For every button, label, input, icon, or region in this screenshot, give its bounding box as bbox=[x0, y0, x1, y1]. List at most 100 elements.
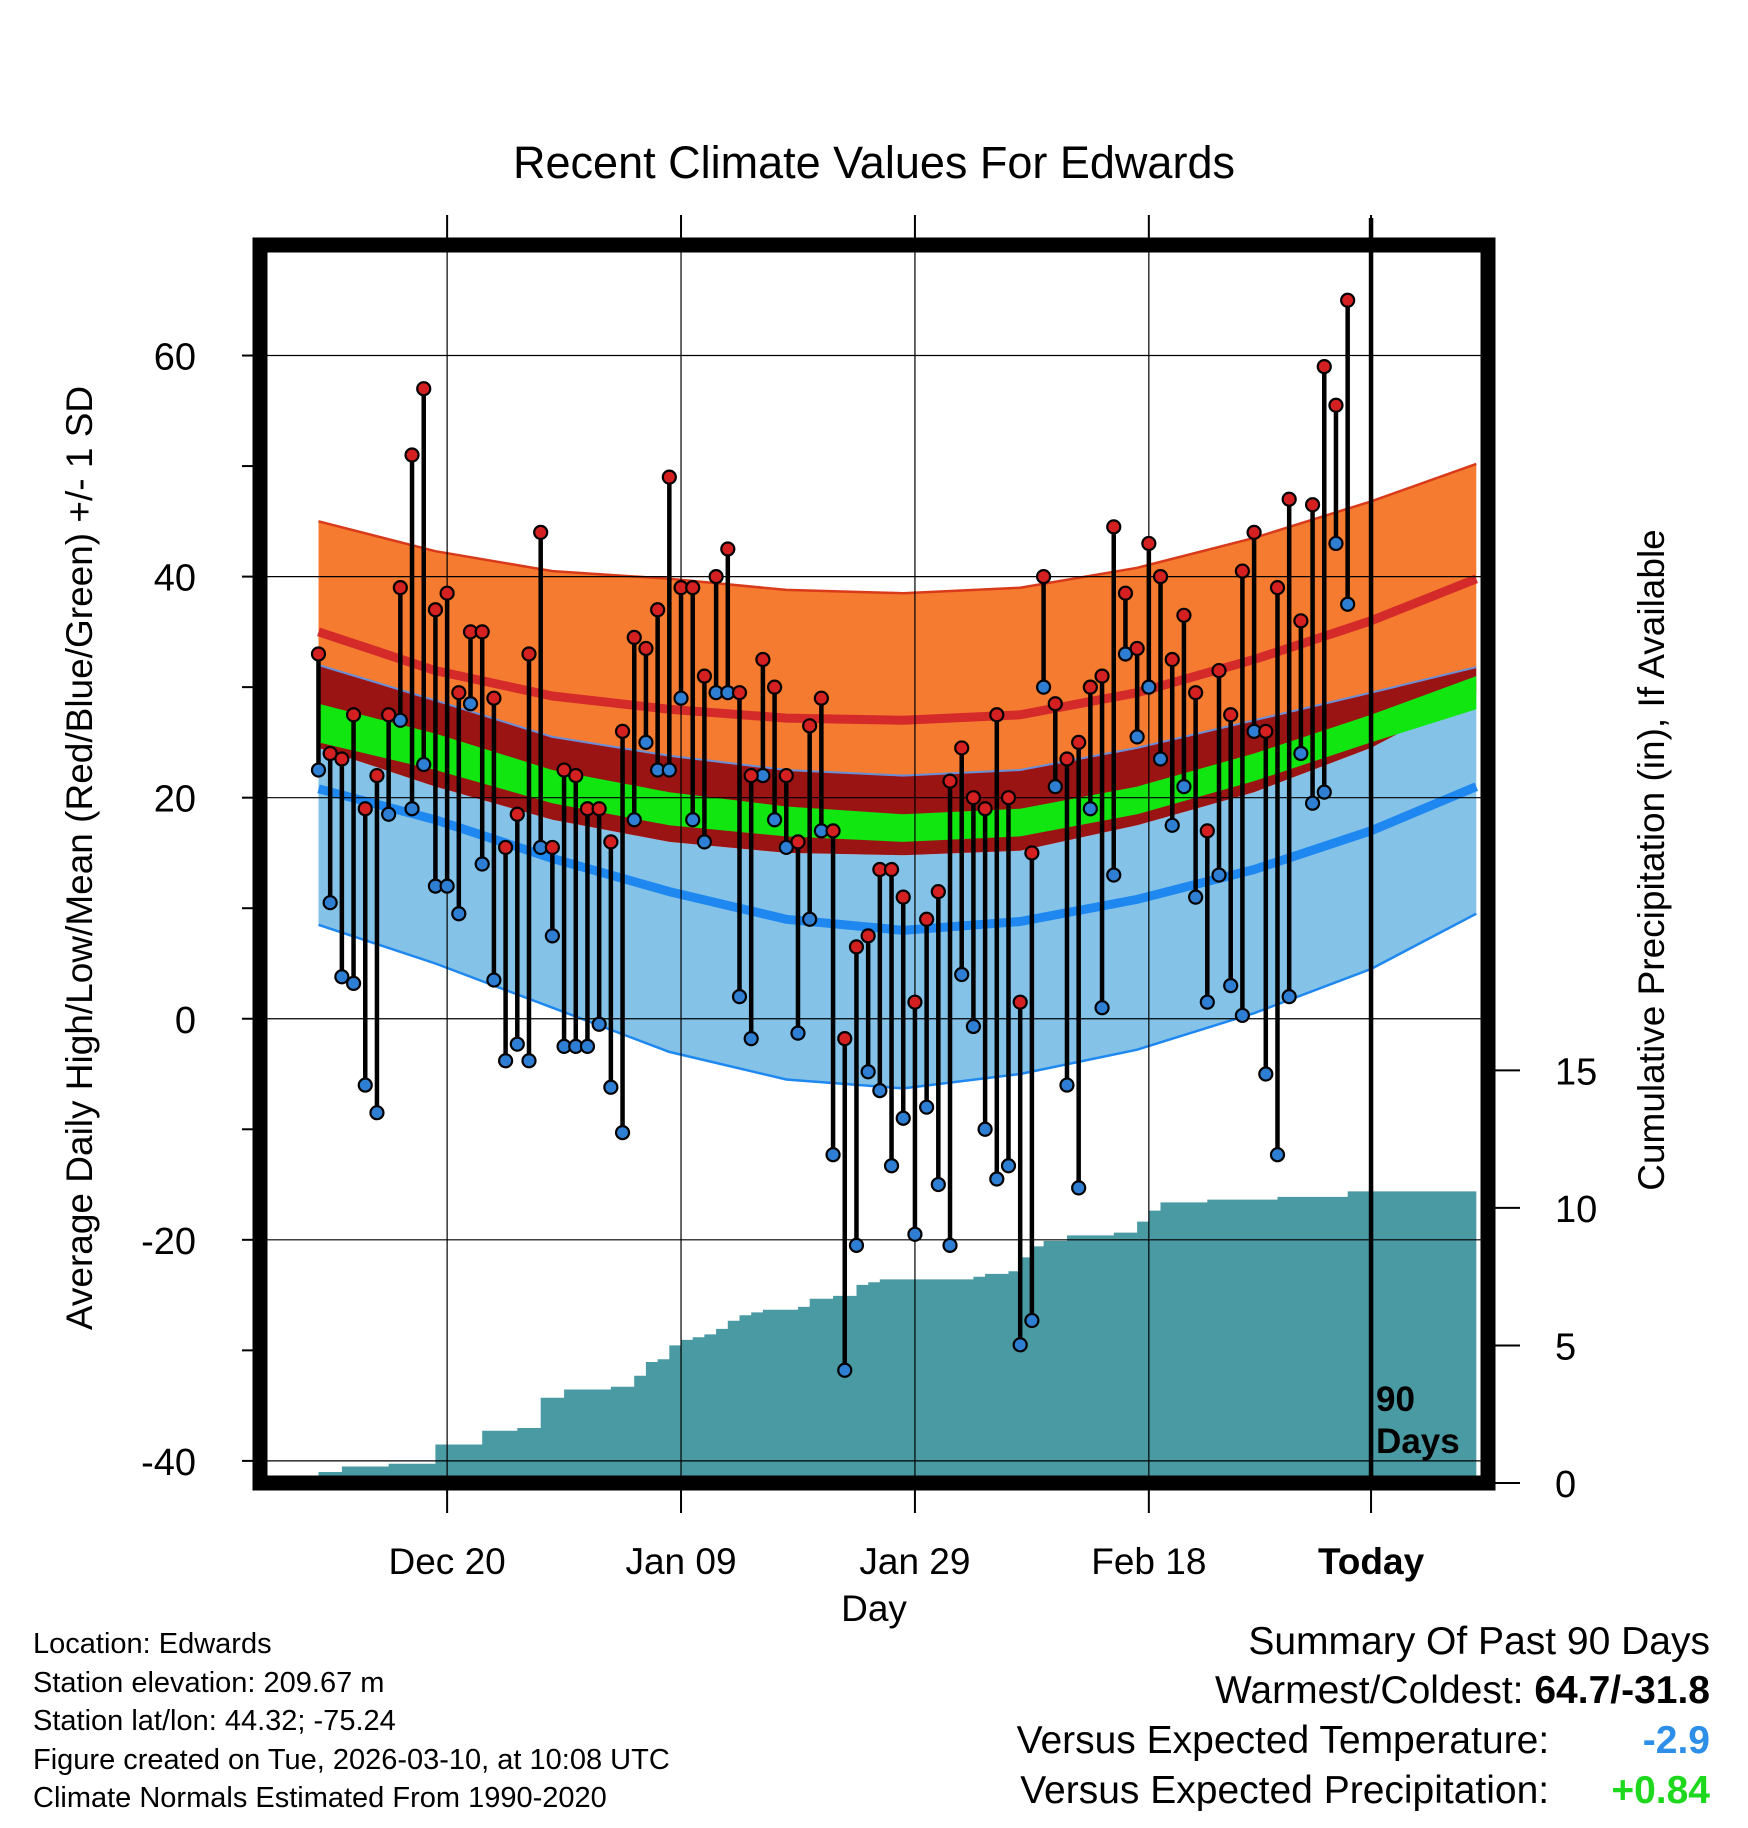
high-point bbox=[568, 767, 584, 784]
warmest-coldest-value: 64.7/-31.8 bbox=[1534, 1669, 1710, 1712]
high-point bbox=[837, 1031, 853, 1047]
high-point bbox=[427, 602, 444, 618]
low-point bbox=[825, 1147, 841, 1163]
low-point bbox=[977, 1121, 993, 1137]
high-point bbox=[1035, 569, 1052, 585]
station-elevation: Station elevation: 209.67 m bbox=[33, 1666, 385, 1699]
high-point bbox=[416, 381, 432, 397]
x-tick-label: Dec 20 bbox=[389, 1541, 506, 1582]
y-tick-label: 20 bbox=[154, 779, 196, 821]
high-point bbox=[626, 629, 642, 646]
low-point bbox=[1071, 1180, 1087, 1196]
low-point bbox=[673, 690, 689, 706]
figure-created: Figure created on Tue, 2026-03-10, at 10… bbox=[33, 1743, 670, 1776]
high-point bbox=[1024, 845, 1040, 861]
y-tick-label: 60 bbox=[154, 337, 196, 379]
low-point bbox=[1234, 1007, 1251, 1024]
high-point bbox=[930, 884, 946, 900]
y2-tick-label: 5 bbox=[1555, 1326, 1576, 1368]
low-point bbox=[860, 1064, 876, 1080]
high-point bbox=[919, 911, 935, 927]
high-point bbox=[954, 740, 970, 756]
high-point bbox=[977, 801, 993, 817]
high-point bbox=[1000, 790, 1017, 806]
low-point bbox=[872, 1082, 888, 1099]
x-tick-label: Jan 09 bbox=[625, 1541, 736, 1582]
low-point bbox=[942, 1237, 958, 1253]
high-point bbox=[720, 541, 736, 557]
high-point bbox=[486, 690, 502, 706]
high-point bbox=[381, 707, 397, 723]
high-point bbox=[743, 767, 759, 784]
y2-tick-label: 10 bbox=[1555, 1189, 1597, 1231]
high-point bbox=[1258, 723, 1274, 739]
low-point bbox=[1281, 989, 1297, 1005]
high-point bbox=[1152, 569, 1169, 585]
summary-precip-row: Versus Expected Precipitation: +0.84 bbox=[1017, 1766, 1710, 1816]
low-point bbox=[1094, 1000, 1110, 1016]
high-point bbox=[778, 767, 794, 784]
low-point bbox=[837, 1362, 853, 1378]
low-point bbox=[1199, 994, 1215, 1010]
station-info: Location: Edwards Station elevation: 209… bbox=[33, 1625, 670, 1818]
low-point bbox=[1223, 977, 1239, 994]
high-point bbox=[1071, 734, 1087, 751]
high-point bbox=[790, 834, 806, 850]
high-point bbox=[603, 834, 619, 850]
low-point bbox=[1293, 745, 1309, 762]
low-point bbox=[1269, 1147, 1286, 1163]
low-point bbox=[1141, 679, 1157, 695]
low-point bbox=[919, 1099, 935, 1115]
summary-heading: Summary Of Past 90 Days bbox=[1248, 1620, 1710, 1663]
low-point bbox=[1035, 679, 1052, 695]
low-point bbox=[638, 734, 654, 751]
high-point bbox=[1304, 497, 1321, 513]
plot-frame bbox=[252, 237, 1496, 1491]
y-tick-label: -20 bbox=[141, 1221, 196, 1263]
low-point bbox=[1340, 596, 1356, 612]
low-point bbox=[661, 762, 677, 778]
low-point bbox=[310, 762, 327, 778]
high-point bbox=[310, 646, 327, 662]
low-point bbox=[696, 834, 713, 850]
high-point bbox=[404, 447, 420, 463]
y-axis-label: Average Daily High/Low/Mean (Red/Blue/Gr… bbox=[59, 386, 100, 1330]
high-point bbox=[650, 602, 666, 618]
high-point bbox=[1316, 358, 1332, 375]
high-point bbox=[825, 823, 841, 839]
x-tick-label: Today bbox=[1318, 1541, 1425, 1582]
low-point bbox=[1188, 889, 1204, 905]
low-point bbox=[1152, 751, 1169, 767]
x-tick-label: Jan 29 bbox=[859, 1541, 970, 1582]
high-point bbox=[474, 624, 490, 640]
low-point bbox=[685, 812, 701, 828]
low-point bbox=[521, 1053, 537, 1069]
high-point bbox=[848, 939, 865, 955]
y2-tick-label: 15 bbox=[1555, 1051, 1597, 1093]
high-point bbox=[813, 690, 829, 706]
low-point bbox=[509, 1036, 525, 1052]
high-point bbox=[685, 580, 701, 596]
low-point bbox=[1082, 801, 1098, 817]
summary-warmest-row: Warmest/Coldest: 64.7/-31.8 bbox=[1017, 1666, 1710, 1716]
high-point bbox=[509, 806, 525, 822]
high-point bbox=[357, 801, 373, 817]
low-point bbox=[1012, 1337, 1028, 1353]
y-tick-label: 0 bbox=[175, 1000, 196, 1042]
high-point bbox=[1269, 580, 1286, 596]
low-point bbox=[357, 1077, 373, 1093]
low-point bbox=[498, 1053, 514, 1069]
low-point bbox=[322, 895, 338, 911]
station-location: Location: Edwards bbox=[33, 1628, 272, 1660]
low-point bbox=[790, 1025, 806, 1041]
high-point bbox=[1199, 823, 1215, 839]
high-point bbox=[1176, 607, 1192, 623]
high-point bbox=[439, 585, 455, 601]
low-point bbox=[1176, 779, 1192, 795]
high-point bbox=[696, 668, 713, 684]
high-point bbox=[1281, 491, 1297, 507]
high-point bbox=[1188, 685, 1204, 701]
y-tick-label: -40 bbox=[141, 1442, 196, 1484]
high-point bbox=[1094, 668, 1110, 684]
station-latlon: Station lat/lon: 44.32; -75.24 bbox=[33, 1705, 396, 1737]
